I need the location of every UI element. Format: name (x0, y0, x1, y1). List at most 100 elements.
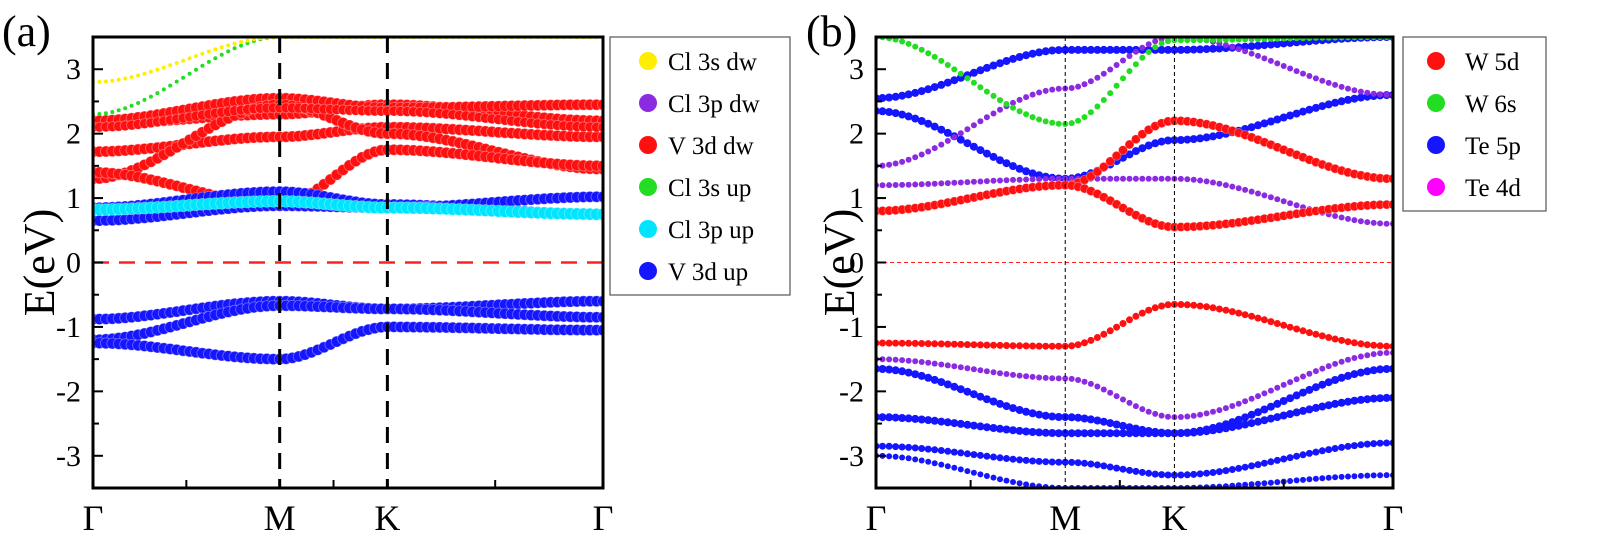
band-point (1003, 477, 1010, 484)
band-point (142, 97, 147, 102)
band-point (1242, 186, 1249, 193)
band-point (1279, 411, 1288, 420)
band-point (1139, 44, 1146, 51)
band-point (1241, 420, 1250, 429)
band-point (990, 110, 997, 117)
band-point (1235, 400, 1242, 407)
band-point (1299, 451, 1307, 459)
band-point (1036, 176, 1043, 183)
legend-marker (1427, 178, 1445, 196)
band-point (1029, 373, 1036, 380)
band-point (1383, 220, 1390, 227)
band-point (1248, 395, 1255, 402)
band-point (917, 87, 926, 96)
band-point (885, 93, 894, 102)
band-point (931, 180, 938, 187)
band-point (892, 356, 899, 363)
band-point (1094, 74, 1101, 81)
band-point (892, 453, 899, 460)
band-point (181, 75, 186, 80)
band-point (1210, 408, 1216, 415)
band-11 (93, 320, 603, 366)
band-point (1164, 136, 1172, 145)
band-point (1273, 115, 1282, 124)
band-point (1377, 91, 1384, 98)
band-point (931, 340, 939, 348)
band-point (1266, 40, 1275, 49)
band-point (239, 43, 244, 48)
kpoint-label: M (264, 498, 296, 538)
band-point (1087, 336, 1095, 344)
band-point (1280, 198, 1287, 205)
band-point (1254, 417, 1262, 426)
band-point (1035, 410, 1044, 419)
band-point (1331, 445, 1339, 452)
band-point (1086, 415, 1095, 424)
band-point (1029, 342, 1037, 350)
band-point (950, 340, 958, 348)
band-point (1364, 352, 1371, 359)
band-point (924, 416, 933, 425)
band-point (226, 43, 231, 48)
band-point (1209, 426, 1217, 435)
band-point (1165, 175, 1171, 182)
band-point (136, 101, 141, 105)
band-point (232, 46, 237, 51)
band-point (892, 443, 900, 451)
band-point (924, 340, 932, 348)
y-tick-label: 3 (66, 53, 81, 86)
band-point (944, 340, 952, 348)
band-point (1093, 45, 1102, 54)
band-point (1363, 440, 1371, 448)
band-point (1312, 448, 1320, 456)
legend-marker (1427, 94, 1445, 112)
band-point (1287, 478, 1294, 484)
band-point (1331, 376, 1340, 384)
band-point (1273, 413, 1282, 422)
y-tick-label: -1 (839, 311, 864, 344)
band-point (997, 106, 1003, 113)
band-point (898, 414, 907, 422)
band-point (1222, 405, 1229, 412)
band-point (213, 56, 218, 61)
legend-marker (639, 220, 657, 238)
band-point (983, 178, 990, 185)
band-point (1086, 171, 1096, 182)
band-point (1094, 175, 1101, 182)
band-point (1299, 406, 1307, 415)
band-point (97, 79, 102, 84)
band-point (878, 365, 887, 373)
band-point (905, 455, 912, 462)
band-point (1022, 456, 1030, 464)
band-point (1222, 306, 1230, 314)
band-point (1112, 420, 1121, 429)
band-point (1325, 79, 1332, 86)
band-point (1010, 99, 1016, 106)
band-point (1370, 351, 1377, 358)
band-point (970, 451, 978, 459)
band-point (1126, 53, 1133, 59)
band-point (1144, 429, 1153, 438)
band-point (1286, 111, 1295, 120)
band-point (898, 91, 907, 100)
band-point (1287, 200, 1294, 207)
band-point (1068, 375, 1075, 382)
band-point (1106, 463, 1114, 471)
band-point (898, 339, 906, 347)
band-point (1190, 176, 1197, 183)
band-point (1086, 45, 1095, 54)
y-tick-label: 2 (66, 118, 81, 151)
band-point (1029, 114, 1036, 121)
band-point (219, 52, 224, 57)
band-point (977, 471, 984, 478)
band-point (1132, 61, 1139, 68)
band-point (938, 141, 945, 148)
band-point (1345, 85, 1351, 92)
band-point (1158, 471, 1166, 479)
band-point (1111, 150, 1122, 161)
band-point (899, 454, 906, 461)
band-point (1145, 41, 1152, 48)
band-point (1306, 476, 1313, 483)
band-point (1324, 378, 1333, 387)
band-point (1152, 410, 1159, 417)
